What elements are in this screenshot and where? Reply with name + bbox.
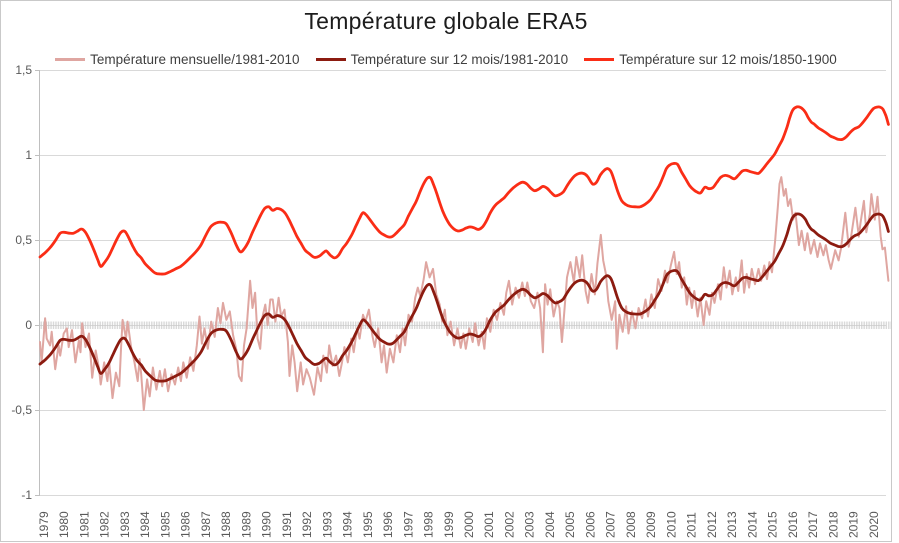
legend-inner: Température mensuelle/1981-2010 Températ… — [47, 49, 845, 69]
x-tick-label: 2006 — [583, 511, 597, 538]
x-tick-label: 1988 — [219, 511, 233, 538]
legend-item-12mois-1981-2010: Température sur 12 mois/1981-2010 — [315, 51, 569, 67]
legend-label: Température sur 12 mois/1981-2010 — [350, 51, 569, 67]
y-tick-label: 1,5 — [15, 63, 32, 77]
x-tick-label: 1996 — [381, 511, 395, 538]
x-tick-label: 2020 — [867, 511, 881, 538]
x-tick-label: 2001 — [482, 511, 496, 538]
x-tick-label: 1989 — [239, 511, 253, 538]
y-tick-label: -1 — [21, 488, 32, 502]
page-title: Température globale ERA5 — [304, 8, 588, 34]
x-tick-label: 2015 — [766, 511, 780, 538]
x-tick-label: 1993 — [320, 511, 334, 538]
legend-item-12mois-1850-1900: Température sur 12 mois/1850-1900 — [584, 52, 837, 67]
x-tick-label: 2007 — [604, 511, 618, 538]
series-line-temperature-mensuelle-1981-2010 — [39, 176, 890, 411]
x-tick-label: 1981 — [77, 511, 91, 538]
y-tick-label: -0,5 — [11, 403, 32, 417]
x-tick-label: 2010 — [664, 511, 678, 538]
x-tick-label: 1995 — [361, 511, 375, 538]
x-tick-label: 1984 — [138, 511, 152, 538]
x-tick-label: 1979 — [37, 511, 51, 538]
legend: Température mensuelle/1981-2010 Températ… — [0, 46, 892, 72]
x-tick-label: 2009 — [644, 511, 658, 538]
legend-swatch-mensuelle-icon — [55, 57, 86, 61]
x-tick-label: 2000 — [462, 511, 476, 538]
x-tick-label: 1986 — [179, 511, 193, 538]
legend-swatch-12mois-1981-2010-icon — [315, 57, 346, 61]
x-tick-label: 1983 — [118, 511, 132, 538]
x-tick-label: 1982 — [98, 511, 112, 538]
x-tick-label: 2014 — [745, 511, 759, 538]
x-tick-label: 1985 — [158, 511, 172, 538]
x-tick-label: 1994 — [341, 511, 355, 538]
x-tick-label: 2011 — [685, 512, 699, 538]
x-tick-label: 2018 — [826, 511, 840, 538]
x-tick-label: 2004 — [543, 511, 557, 538]
x-tick-label: 1998 — [422, 511, 436, 538]
x-tick-label: 1990 — [260, 511, 274, 538]
legend-item-mensuelle: Température mensuelle/1981-2010 — [55, 51, 300, 67]
x-tick-label: 2016 — [786, 511, 800, 538]
series-line-temperature-12-mois-1850-1900 — [38, 105, 890, 276]
y-tick-label: 0 — [25, 318, 32, 332]
x-tick-label: 2003 — [523, 511, 537, 538]
x-tick-label: 2013 — [725, 511, 739, 538]
legend-label: Température mensuelle/1981-2010 — [90, 51, 300, 67]
y-tick-label: 1 — [25, 148, 32, 162]
legend-label: Température sur 12 mois/1850-1900 — [619, 51, 837, 67]
x-tick-label: 1991 — [280, 511, 294, 538]
y-tick-label: 0,5 — [15, 233, 32, 247]
x-tick-label: 2008 — [624, 511, 638, 538]
x-tick-label: 1980 — [57, 511, 71, 538]
legend-swatch-12mois-1850-1900-icon — [584, 57, 615, 61]
x-tick-label: 2002 — [502, 511, 516, 538]
x-tick-label: 1999 — [442, 511, 456, 538]
x-tick-label: 1992 — [300, 511, 314, 538]
x-tick-label: 2005 — [563, 511, 577, 538]
x-tick-label: 2012 — [705, 511, 719, 538]
series-line-temperature-12-mois-1981-2010 — [38, 212, 890, 383]
x-tick-label: 1987 — [199, 511, 213, 538]
x-tick-label: 2017 — [806, 511, 820, 538]
x-tick-label: 1997 — [401, 511, 415, 538]
x-tick-label: 2019 — [847, 511, 861, 538]
